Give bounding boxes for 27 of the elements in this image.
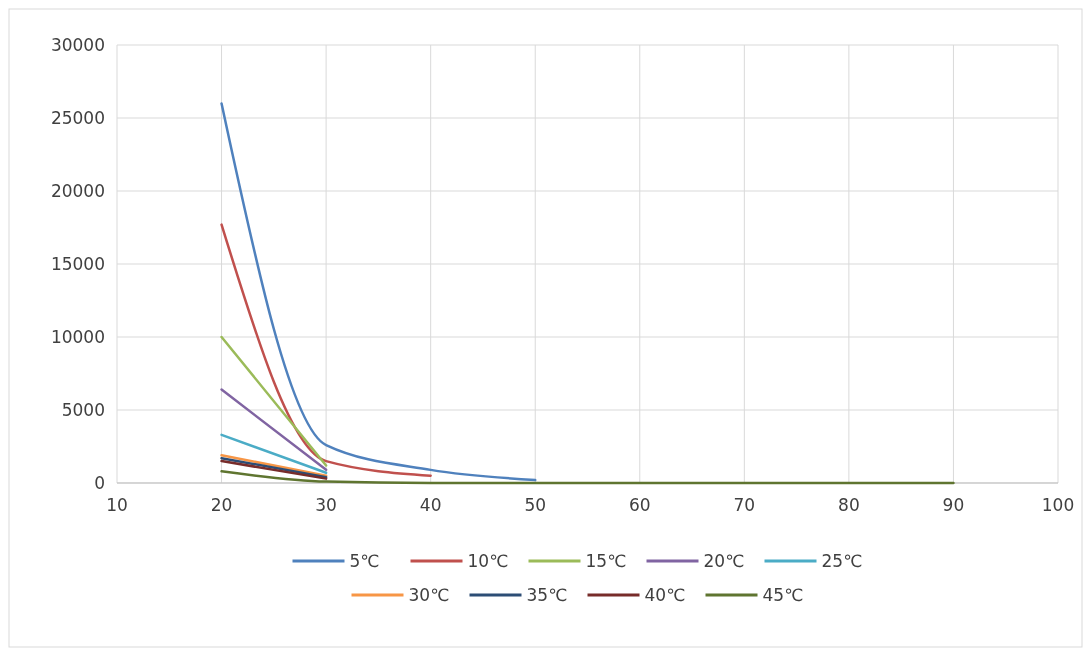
legend-label: 10℃ [467,551,509,571]
x-tick-label: 20 [210,495,233,515]
y-tick-label: 5000 [61,400,105,420]
x-tick-label: 60 [628,495,651,515]
legend-label: 40℃ [644,585,686,605]
x-tick-label: 50 [524,495,547,515]
legend-label: 25℃ [821,551,863,571]
y-tick-label: 30000 [50,35,105,55]
x-tick-label: 70 [733,495,756,515]
x-tick-label: 80 [838,495,860,515]
x-tick-label: 90 [942,495,965,515]
x-tick-label: 40 [419,495,442,515]
y-tick-label: 10000 [50,327,105,347]
legend-label: 30℃ [408,585,450,605]
legend-label: 15℃ [585,551,627,571]
line-series [220,102,537,482]
y-tick-label: 0 [94,473,105,493]
legend-label: 20℃ [703,551,745,571]
x-tick-label: 100 [1041,495,1075,515]
x-tick-label: 10 [106,495,128,515]
y-tick-label: 25000 [50,108,105,128]
x-tick-label: 30 [315,495,337,515]
legend-label: 45℃ [762,585,804,605]
legend-label: 5℃ [349,551,380,571]
legend-label: 35℃ [526,585,568,605]
y-tick-label: 20000 [50,181,105,201]
y-tick-label: 15000 [50,254,105,274]
